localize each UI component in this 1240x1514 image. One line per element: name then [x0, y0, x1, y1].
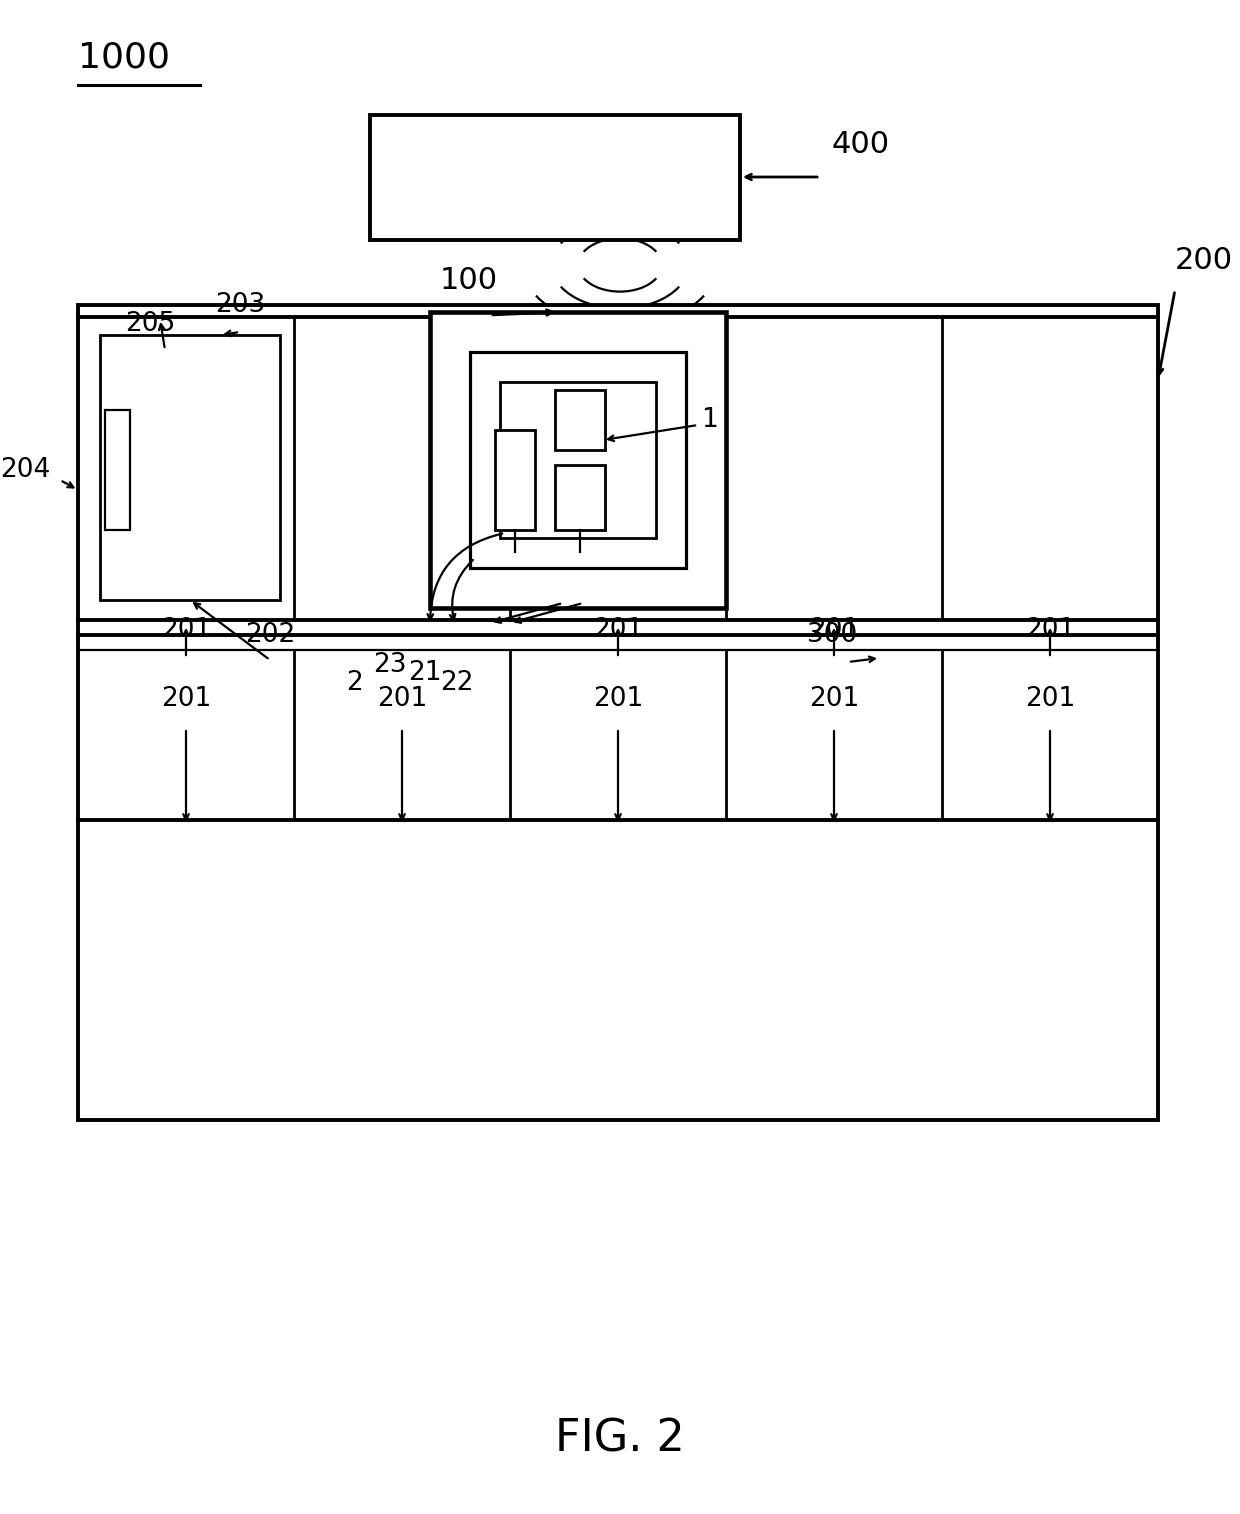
Text: 205: 205 [125, 310, 175, 338]
Text: 201: 201 [161, 618, 211, 643]
Bar [78, 304, 1158, 1120]
Text: 200: 200 [1176, 245, 1233, 276]
Text: 400: 400 [832, 130, 890, 159]
Text: 201: 201 [161, 686, 211, 712]
Text: 201: 201 [808, 686, 859, 712]
Bar [556, 391, 605, 450]
Text: 204: 204 [0, 457, 50, 483]
Text: 203: 203 [215, 292, 265, 318]
Bar [556, 465, 605, 530]
Text: 2: 2 [347, 671, 363, 696]
Text: 21: 21 [408, 660, 441, 686]
Text: FIG. 2: FIG. 2 [556, 1417, 684, 1459]
Bar [370, 115, 740, 241]
Bar [100, 335, 280, 600]
Bar [470, 351, 686, 568]
Text: 201: 201 [593, 618, 644, 643]
Text: 1000: 1000 [78, 41, 170, 76]
Text: 201: 201 [377, 686, 427, 712]
Text: 202: 202 [244, 622, 295, 648]
Bar [495, 430, 534, 530]
Text: 23: 23 [373, 653, 407, 678]
Bar [500, 382, 656, 537]
Bar [105, 410, 130, 530]
Text: 22: 22 [440, 671, 474, 696]
Text: 201: 201 [593, 686, 644, 712]
Bar [430, 312, 725, 609]
Text: 201: 201 [1025, 618, 1075, 643]
Text: 100: 100 [440, 266, 498, 295]
Text: 1: 1 [701, 407, 718, 433]
Text: 201: 201 [808, 618, 859, 643]
Text: 201: 201 [1025, 686, 1075, 712]
Text: 300: 300 [807, 622, 857, 648]
